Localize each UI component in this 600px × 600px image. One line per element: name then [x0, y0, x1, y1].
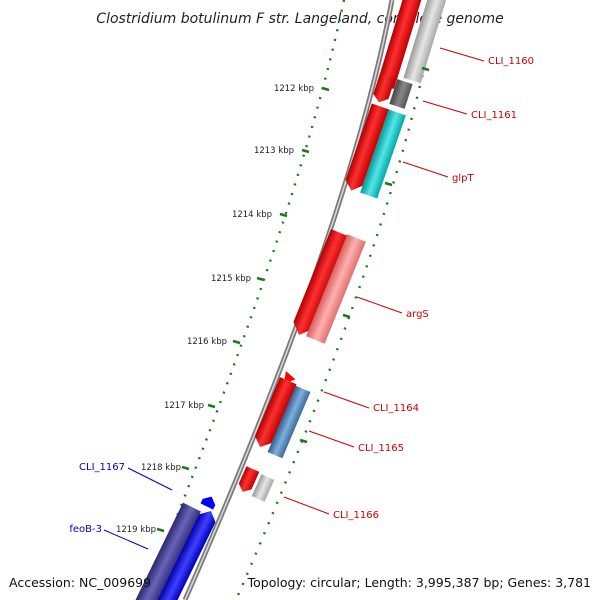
gene-cli-1166[interactable]	[236, 466, 260, 495]
ruler-label-1219: 1219 kbp	[116, 525, 156, 535]
gene-glpt-cog	[360, 109, 406, 199]
gene-cli-1167[interactable]	[134, 502, 201, 600]
ruler-tick-1219: 1219 kbp	[116, 525, 165, 535]
accession-text: Accession: NC_009699	[9, 575, 151, 590]
gene-label-cli-1161[interactable]: CLI_1161	[471, 110, 517, 121]
gene-label-cli-1165[interactable]: CLI_1165	[358, 443, 404, 454]
ruler-label-1216: 1216 kbp	[187, 337, 227, 347]
gene-label-glpt[interactable]: glpT	[452, 173, 474, 184]
gene-cli-1166-cog	[251, 474, 275, 502]
gene-feob-3[interactable]	[154, 507, 219, 600]
outer-track-ticks	[299, 66, 430, 444]
ruler-label-1212: 1212 kbp	[274, 84, 314, 94]
gene-cli-1164[interactable]	[252, 370, 300, 451]
genome-title: Clostridium botulinum F str. Langeland, …	[96, 11, 503, 27]
gene-args-cog	[306, 234, 366, 344]
topology-text: Topology: circular; Length: 3,995,387 bp…	[247, 575, 591, 590]
ruler-label-1217: 1217 kbp	[164, 401, 204, 411]
ruler-tick-1213: 1213 kbp	[254, 146, 310, 156]
gene-label-feob-3[interactable]: feoB-3	[69, 524, 102, 535]
gene-label-cli-1164[interactable]: CLI_1164	[373, 403, 419, 414]
ruler-tick-1215: 1215 kbp	[211, 274, 265, 284]
ruler-tick-1214: 1214 kbp	[232, 210, 288, 220]
gene-label-cli-1166[interactable]: CLI_1166	[333, 510, 379, 521]
gene-cli-1160[interactable]	[376, 0, 422, 90]
label-leader-lines	[103, 47, 485, 550]
gene-label-cli-1160[interactable]: CLI_1160	[488, 56, 534, 67]
gene-label-args[interactable]: argS	[406, 309, 429, 320]
ruler-tick-1212: 1212 kbp	[274, 84, 330, 94]
gene-cli-1165-cog	[267, 385, 311, 459]
ruler-label-1213: 1213 kbp	[254, 146, 294, 156]
ruler-label-1218: 1218 kbp	[141, 463, 181, 473]
gene-cli-1160-cog	[403, 0, 447, 84]
ruler-dotted-track	[142, 0, 346, 600]
gene-label-cli-1167[interactable]: CLI_1167	[79, 462, 125, 473]
ruler-tick-1218: 1218 kbp	[141, 463, 190, 473]
gene-cli-1161-cog	[389, 79, 413, 109]
gene-cli-1161[interactable]	[371, 73, 396, 105]
ruler-label-1214: 1214 kbp	[232, 210, 272, 220]
gene-args[interactable]	[290, 229, 350, 338]
gene-glpt[interactable]	[343, 103, 389, 193]
gene-feob-3-tip	[200, 496, 216, 510]
ruler-tick-1217: 1217 kbp	[164, 401, 216, 411]
ruler-label-1215: 1215 kbp	[211, 274, 251, 284]
ruler-tick-1216: 1216 kbp	[187, 337, 241, 347]
